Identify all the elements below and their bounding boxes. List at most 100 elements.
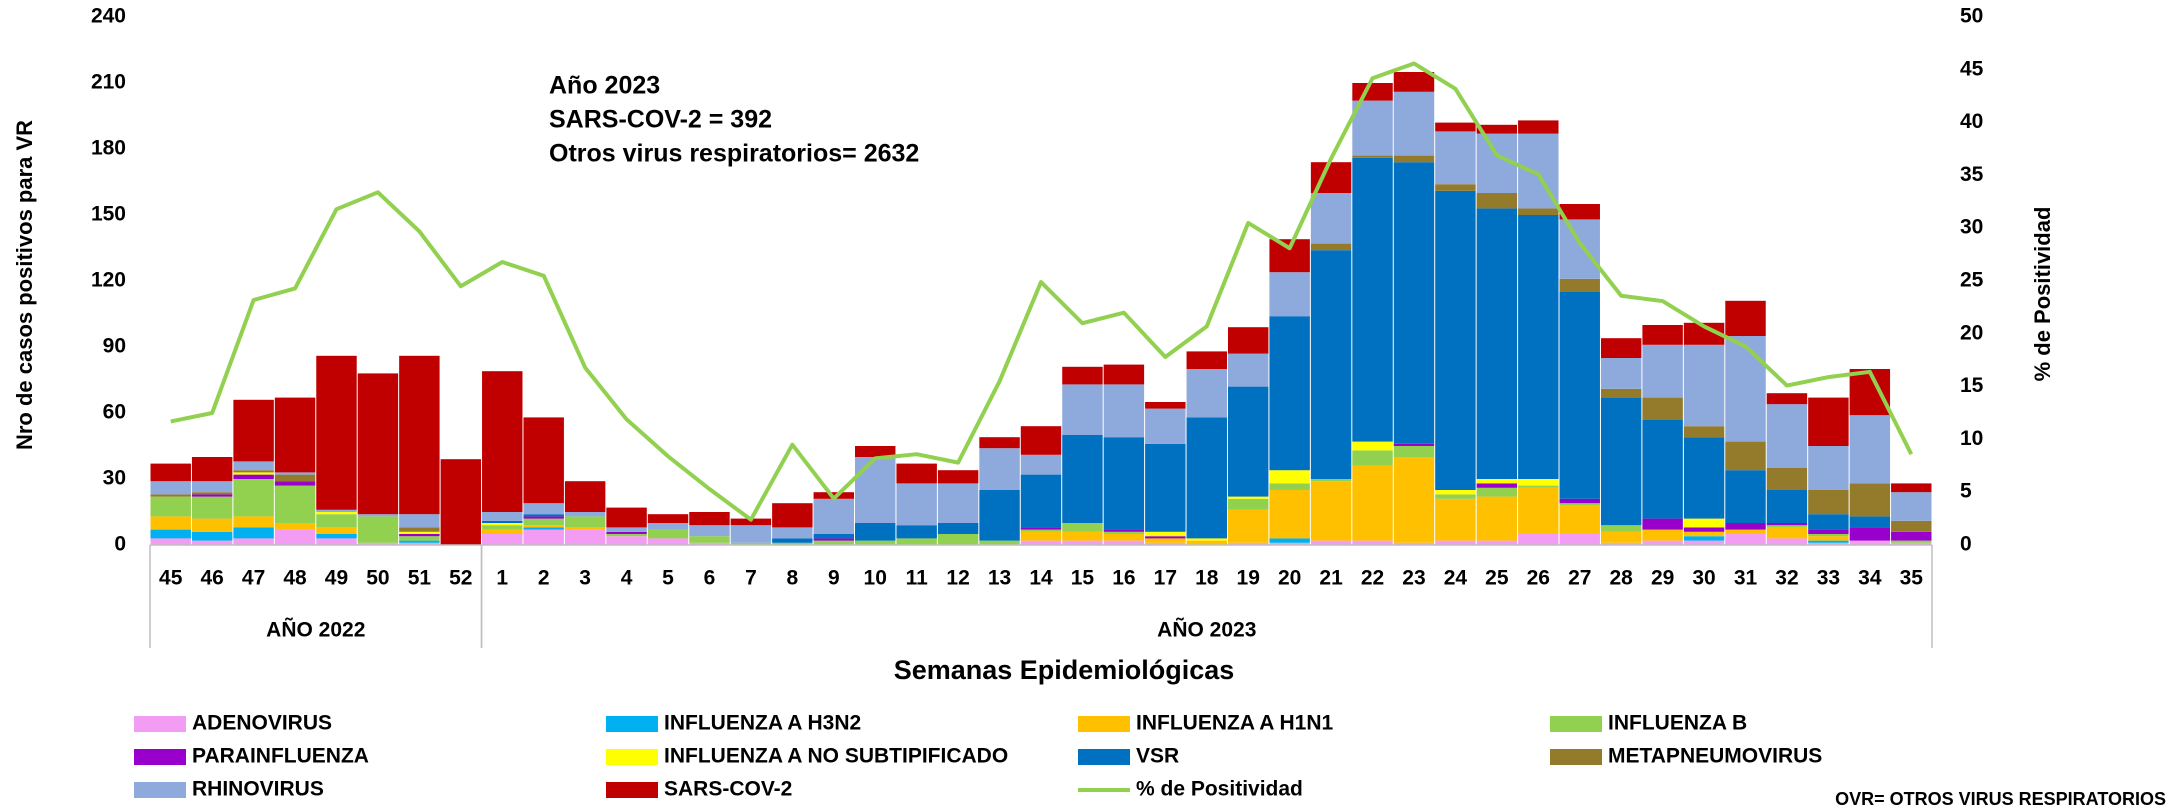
bar-segment: [274, 474, 316, 482]
bar-segment: [606, 536, 647, 545]
bar-segment: [150, 529, 191, 539]
bar-segment: [523, 514, 564, 517]
bar-segment: [233, 461, 274, 471]
bar-segment: [1062, 531, 1103, 541]
bar-segment: [606, 534, 647, 537]
bar-segment: [1352, 157, 1393, 442]
bar-segment: [233, 538, 274, 545]
bar-segment: [1435, 494, 1476, 499]
y2-tick-label: 45: [1960, 57, 1984, 80]
bar-segment: [1227, 386, 1269, 497]
bar-segment: [1352, 441, 1393, 451]
bar-segment: [1600, 338, 1642, 358]
bar-segment: [1393, 446, 1435, 457]
bar-segment: [1683, 518, 1725, 528]
bar-segment: [233, 479, 274, 517]
bar-segment: [1725, 529, 1766, 534]
bar-segment: [1600, 525, 1642, 532]
bar-segment: [399, 542, 440, 545]
bar-segment: [1269, 316, 1310, 471]
x-tick-label: 16: [1112, 567, 1135, 590]
bar-segment: [1559, 292, 1600, 499]
bar-segment: [1725, 336, 1766, 442]
bar-segment: [1518, 120, 1559, 134]
bar-segment: [1683, 322, 1725, 345]
bar-segment: [979, 490, 1020, 541]
bar-segment: [316, 509, 357, 512]
legend-label: INFLUENZA A NO SUBTIPIFICADO: [664, 745, 1008, 768]
bar-segment: [1600, 542, 1642, 545]
legend-swatch: [1550, 716, 1602, 732]
bar-segment: [1020, 531, 1062, 541]
bar-segment: [689, 542, 730, 545]
bar-segment: [1227, 327, 1269, 354]
x-tick-label: 11: [906, 567, 929, 590]
bar-segment: [191, 481, 233, 493]
bar-segment: [1559, 498, 1600, 504]
bar-segment: [1186, 369, 1227, 418]
bar-segment: [564, 527, 606, 530]
bar-segment: [1725, 300, 1766, 336]
bar-segment: [1310, 193, 1352, 244]
bar-segment: [357, 514, 399, 517]
bar-segment: [1559, 204, 1600, 220]
x-tick-label: 24: [1444, 567, 1468, 590]
annotation: Otros virus respiratorios= 2632: [549, 140, 919, 168]
x-axis-title: Semanas Epidemiológicas: [894, 655, 1235, 685]
bar-segment: [647, 529, 689, 539]
bar-segment: [564, 529, 606, 545]
bar-segment: [191, 494, 233, 497]
bar-segment: [979, 437, 1020, 449]
bar-segment: [1145, 402, 1186, 409]
bar-segment: [1849, 415, 1891, 484]
bar-segment: [1518, 208, 1559, 215]
bar-segment: [1476, 124, 1518, 134]
bar-segment: [1766, 525, 1808, 528]
bar-segment: [482, 520, 523, 523]
bar-segment: [855, 523, 896, 541]
bar-segment: [813, 498, 855, 534]
bar-segment: [1683, 536, 1725, 541]
y-axis-title: Nro de casos positivos para VR: [12, 120, 37, 450]
x-tick-label: 18: [1195, 567, 1219, 590]
bar-segment: [979, 540, 1020, 545]
bar-segment: [482, 371, 523, 512]
legend-label: SARS-COV-2: [664, 778, 792, 801]
bar-segment: [150, 494, 191, 497]
bar-segment: [1725, 441, 1766, 471]
bar-segment: [1435, 184, 1476, 191]
bar-segment: [1103, 531, 1145, 534]
bar-segment: [399, 536, 440, 541]
bar-segment: [1518, 479, 1559, 486]
bar-segment: [233, 474, 274, 479]
bar-segment: [1518, 487, 1559, 534]
x-tick-label: 22: [1361, 567, 1384, 590]
bar-segment: [1725, 523, 1766, 530]
bar-segment: [482, 512, 523, 521]
bar-segment: [1310, 540, 1352, 545]
bar-segment: [482, 525, 523, 530]
bar-segment: [1559, 534, 1600, 545]
bar-segment: [1103, 437, 1145, 530]
x-tick-label: 33: [1817, 567, 1840, 590]
bar-segment: [316, 527, 357, 534]
bar-segment: [1145, 531, 1186, 537]
bar-segment: [979, 448, 1020, 490]
bar-segment: [191, 531, 233, 541]
bar-segment: [523, 527, 564, 530]
bar-segment: [855, 457, 896, 523]
bar-segment: [1103, 529, 1145, 532]
legend-label: INFLUENZA B: [1608, 712, 1747, 735]
bar-segment: [150, 496, 191, 517]
bar-segment: [1518, 485, 1559, 488]
legend-label: INFLUENZA A H3N2: [664, 712, 861, 735]
y-tick-label: 60: [103, 401, 126, 424]
bar-segment: [233, 472, 274, 475]
bar-segment: [1683, 437, 1725, 519]
legend-label: METAPNEUMOVIRUS: [1608, 745, 1822, 768]
bar-segment: [1683, 344, 1725, 427]
bar-segment: [316, 538, 357, 545]
bar-segment: [1683, 540, 1725, 545]
bar-segment: [1020, 529, 1062, 532]
bar-segment: [1352, 155, 1393, 158]
